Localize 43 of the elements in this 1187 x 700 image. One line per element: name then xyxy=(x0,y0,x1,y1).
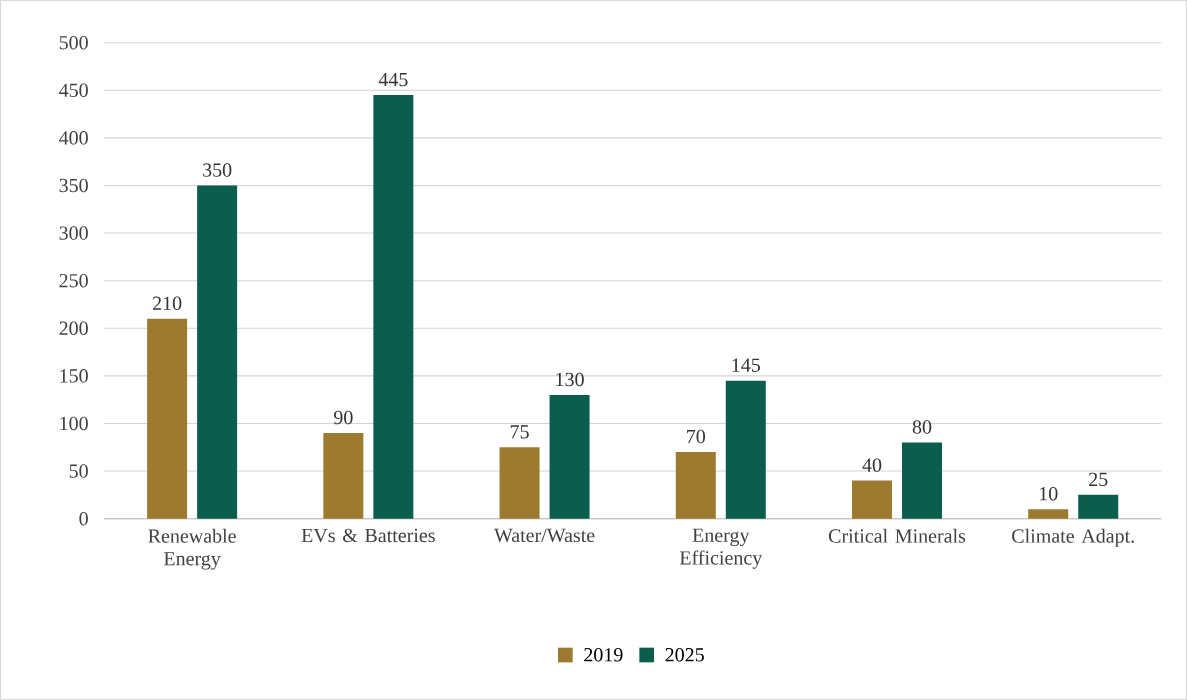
data-label: 90 xyxy=(333,410,353,425)
y-tick-label: 450 xyxy=(59,83,88,98)
bar xyxy=(549,394,590,519)
bar xyxy=(675,452,716,519)
y-tick-label: 500 xyxy=(59,35,88,50)
data-label: 210 xyxy=(152,296,182,311)
y-tick-label: 200 xyxy=(59,321,88,336)
y-tick-label: 300 xyxy=(59,226,88,240)
y-tick-label: 400 xyxy=(59,131,88,145)
x-tick-label: Climate Adapt. xyxy=(1012,528,1134,547)
data-label: 350 xyxy=(203,163,232,177)
data-label: 145 xyxy=(732,358,761,372)
bar xyxy=(499,447,540,519)
bar xyxy=(1028,509,1069,519)
data-label: 445 xyxy=(378,72,408,87)
y-tick-label: 250 xyxy=(59,273,88,288)
data-label: 10 xyxy=(1039,486,1058,501)
data-label: 80 xyxy=(912,420,932,434)
y-tick-label: 50 xyxy=(69,464,88,478)
x-tick-label: Critical Minerals xyxy=(828,528,966,543)
bar xyxy=(323,432,364,519)
bar xyxy=(373,95,414,519)
data-label: 25 xyxy=(1089,472,1108,487)
data-label: 130 xyxy=(556,372,584,387)
data-label: 75 xyxy=(510,425,529,439)
y-tick-label: 350 xyxy=(59,178,88,193)
x-tick-label: Energy Efficiency xyxy=(679,528,763,569)
bar xyxy=(197,185,238,519)
bar xyxy=(147,318,188,519)
bar xyxy=(725,380,766,519)
y-tick-label: 0 xyxy=(79,511,88,526)
y-tick-label: 100 xyxy=(60,416,88,431)
data-label: 40 xyxy=(862,458,882,472)
data-label: 70 xyxy=(687,429,706,444)
bar xyxy=(902,442,943,519)
y-tick-label: 150 xyxy=(60,369,88,383)
x-tick-label: EVs & Batteries xyxy=(301,528,435,543)
legend-label: 2019 xyxy=(584,648,623,662)
legend-label: 2025 xyxy=(665,648,704,662)
x-tick-label: Water/Waste xyxy=(493,528,595,543)
bar xyxy=(852,480,893,519)
x-tick-label: Renewable Energy xyxy=(148,528,236,570)
bar xyxy=(1078,494,1119,519)
